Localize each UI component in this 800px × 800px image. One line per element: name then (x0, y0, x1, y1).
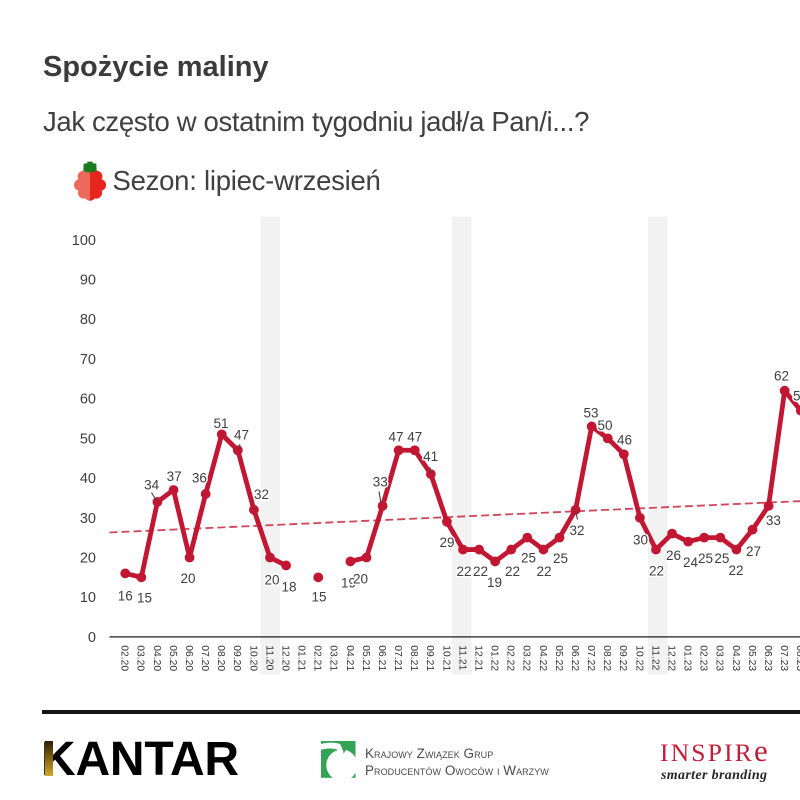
svg-text:37: 37 (167, 469, 182, 484)
svg-text:01.22: 01.22 (489, 645, 500, 671)
svg-text:22: 22 (456, 564, 471, 579)
svg-text:08.22: 08.22 (601, 645, 612, 671)
svg-text:70: 70 (80, 352, 96, 368)
svg-text:02.22: 02.22 (505, 645, 516, 671)
svg-text:47: 47 (234, 428, 249, 443)
svg-text:05.22: 05.22 (553, 645, 564, 671)
svg-text:46: 46 (617, 432, 632, 447)
svg-text:12.20: 12.20 (279, 645, 290, 671)
svg-text:19: 19 (487, 575, 502, 590)
svg-text:29: 29 (439, 535, 454, 550)
svg-text:26: 26 (666, 548, 681, 563)
svg-text:33: 33 (373, 475, 388, 490)
svg-text:33: 33 (766, 513, 781, 528)
svg-text:12.21: 12.21 (472, 645, 483, 671)
svg-text:02.21: 02.21 (312, 645, 323, 671)
svg-text:15: 15 (311, 589, 326, 604)
svg-text:09.22: 09.22 (617, 645, 628, 671)
svg-text:22: 22 (728, 563, 743, 578)
svg-text:04.21: 04.21 (344, 645, 355, 671)
svg-text:09.20: 09.20 (231, 645, 242, 671)
svg-text:11.21: 11.21 (456, 645, 467, 670)
svg-text:02.20: 02.20 (119, 645, 130, 671)
svg-text:30: 30 (633, 532, 648, 547)
svg-text:04.23: 04.23 (730, 645, 741, 671)
svg-text:02.23: 02.23 (698, 645, 709, 671)
svg-text:30: 30 (80, 511, 96, 527)
svg-text:20: 20 (264, 573, 279, 588)
svg-text:60: 60 (80, 392, 96, 408)
svg-text:06.22: 06.22 (569, 645, 580, 671)
svg-text:10: 10 (80, 590, 96, 606)
svg-text:01.21: 01.21 (296, 645, 307, 671)
svg-text:34: 34 (144, 478, 160, 493)
svg-text:22: 22 (473, 564, 488, 579)
svg-text:07.23: 07.23 (778, 645, 789, 671)
svg-text:05.23: 05.23 (746, 645, 757, 671)
svg-text:20: 20 (353, 571, 368, 586)
svg-text:07.20: 07.20 (199, 645, 210, 671)
svg-text:41: 41 (423, 449, 438, 464)
svg-text:06.23: 06.23 (762, 645, 773, 671)
svg-text:22: 22 (536, 564, 551, 579)
svg-text:04.22: 04.22 (537, 645, 548, 671)
svg-text:80: 80 (80, 312, 96, 328)
svg-text:07.21: 07.21 (392, 645, 403, 671)
svg-text:05.20: 05.20 (167, 645, 178, 671)
svg-text:20: 20 (180, 571, 195, 586)
svg-text:05.21: 05.21 (360, 645, 371, 671)
svg-text:07.22: 07.22 (585, 645, 596, 671)
svg-text:18: 18 (281, 579, 296, 594)
svg-text:40: 40 (80, 471, 96, 487)
svg-text:06.20: 06.20 (183, 645, 194, 671)
svg-text:32: 32 (569, 523, 584, 538)
svg-text:01.23: 01.23 (682, 645, 693, 671)
svg-text:04.20: 04.20 (151, 645, 162, 671)
svg-text:09.21: 09.21 (424, 645, 435, 671)
svg-text:47: 47 (407, 429, 422, 444)
svg-text:08.20: 08.20 (215, 645, 226, 671)
svg-text:27: 27 (746, 544, 761, 559)
svg-text:50: 50 (80, 431, 96, 447)
svg-text:50: 50 (597, 418, 612, 433)
svg-text:90: 90 (80, 273, 96, 289)
svg-text:08.23: 08.23 (794, 645, 800, 671)
svg-text:16: 16 (118, 588, 133, 603)
svg-text:03.20: 03.20 (135, 645, 146, 671)
svg-text:25: 25 (553, 551, 568, 566)
svg-text:06.21: 06.21 (376, 645, 387, 671)
svg-text:25: 25 (714, 551, 729, 566)
svg-text:11.22: 11.22 (649, 645, 660, 670)
svg-text:0: 0 (88, 630, 96, 646)
svg-text:100: 100 (72, 233, 96, 249)
svg-text:62: 62 (774, 369, 789, 384)
svg-text:03.21: 03.21 (328, 645, 339, 671)
svg-text:15: 15 (137, 590, 152, 605)
svg-text:25: 25 (521, 551, 536, 566)
svg-text:36: 36 (192, 471, 207, 486)
svg-text:10.20: 10.20 (247, 645, 258, 671)
svg-text:57: 57 (793, 388, 800, 403)
svg-text:22: 22 (505, 564, 520, 579)
svg-text:10.22: 10.22 (633, 645, 644, 671)
svg-text:08.21: 08.21 (408, 645, 419, 671)
svg-text:53: 53 (583, 405, 598, 420)
svg-text:20: 20 (80, 551, 96, 567)
svg-text:32: 32 (254, 487, 269, 502)
svg-text:24: 24 (683, 555, 699, 570)
svg-text:22: 22 (649, 563, 664, 578)
svg-text:11.20: 11.20 (263, 645, 274, 670)
svg-text:51: 51 (213, 416, 228, 431)
svg-text:12.22: 12.22 (665, 645, 676, 671)
svg-text:10.21: 10.21 (440, 645, 451, 671)
svg-text:03.22: 03.22 (521, 645, 532, 671)
svg-text:47: 47 (388, 429, 403, 444)
svg-text:19: 19 (341, 575, 356, 590)
svg-text:03.23: 03.23 (714, 645, 725, 671)
svg-text:25: 25 (698, 551, 713, 566)
